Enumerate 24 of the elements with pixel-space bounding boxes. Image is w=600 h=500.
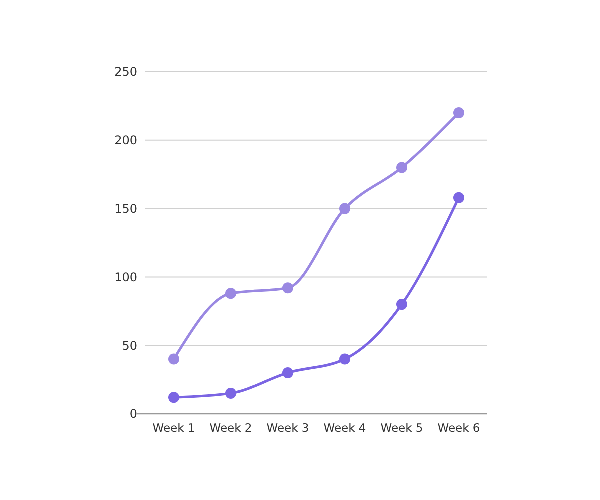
y-tick-label: 200	[114, 134, 138, 148]
point	[340, 354, 350, 365]
y-tick-label: 50	[122, 338, 138, 353]
y-tick-label: 0	[130, 407, 138, 422]
point	[396, 162, 408, 174]
y-tick-label: 150	[114, 202, 138, 216]
y-tick-label: 250	[114, 65, 138, 80]
point	[168, 354, 180, 365]
point	[168, 392, 180, 404]
point	[226, 388, 236, 399]
point	[282, 282, 294, 294]
x-tick-label: Week 1	[152, 421, 196, 435]
x-tick-label: Week 4	[324, 421, 366, 435]
x-tick-label: Week 3	[266, 421, 310, 435]
point	[454, 192, 464, 204]
x-tick-label: Week 5	[380, 421, 424, 435]
x-tick-label: Week 2	[210, 421, 252, 435]
point	[454, 108, 464, 119]
y-tick-label: 100	[114, 270, 138, 284]
point	[226, 288, 236, 300]
point	[396, 299, 408, 310]
point	[282, 367, 294, 378]
x-tick-label: Week 6	[438, 421, 480, 435]
point	[340, 203, 350, 214]
